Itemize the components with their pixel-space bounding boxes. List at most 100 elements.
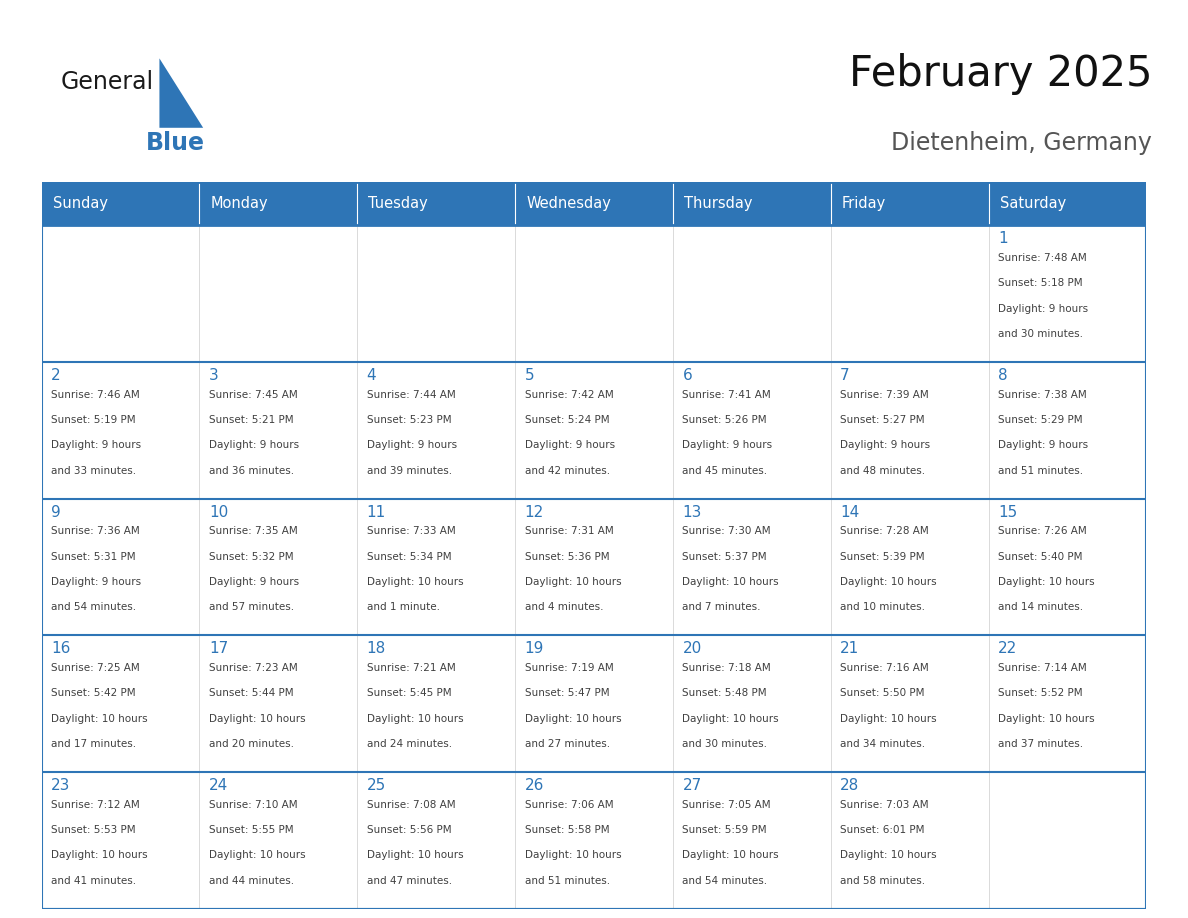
Text: Sunset: 5:32 PM: Sunset: 5:32 PM — [209, 552, 293, 562]
Text: February 2025: February 2025 — [849, 53, 1152, 95]
Text: and 7 minutes.: and 7 minutes. — [682, 602, 760, 612]
Text: 19: 19 — [525, 642, 544, 656]
Text: Daylight: 9 hours: Daylight: 9 hours — [525, 441, 614, 450]
Text: 17: 17 — [209, 642, 228, 656]
Text: Sunrise: 7:30 AM: Sunrise: 7:30 AM — [682, 526, 771, 536]
Text: Daylight: 9 hours: Daylight: 9 hours — [840, 441, 930, 450]
Text: Sunrise: 7:18 AM: Sunrise: 7:18 AM — [682, 663, 771, 673]
Bar — [358, 772, 516, 909]
Bar — [200, 362, 358, 498]
Text: 5: 5 — [525, 368, 535, 383]
Text: and 47 minutes.: and 47 minutes. — [367, 876, 451, 886]
Bar — [988, 498, 1146, 635]
Text: Daylight: 9 hours: Daylight: 9 hours — [682, 441, 772, 450]
Text: Sunset: 5:19 PM: Sunset: 5:19 PM — [51, 415, 135, 425]
Text: 8: 8 — [998, 368, 1007, 383]
Text: Thursday: Thursday — [684, 196, 752, 211]
Bar — [516, 362, 672, 498]
Text: Daylight: 10 hours: Daylight: 10 hours — [525, 577, 621, 587]
Text: Sunset: 5:55 PM: Sunset: 5:55 PM — [209, 825, 293, 835]
Text: Sunset: 5:36 PM: Sunset: 5:36 PM — [525, 552, 609, 562]
Text: Sunset: 5:48 PM: Sunset: 5:48 PM — [682, 688, 767, 699]
Text: Daylight: 9 hours: Daylight: 9 hours — [209, 577, 299, 587]
Bar — [42, 498, 200, 635]
Bar — [358, 182, 516, 226]
Bar — [358, 362, 516, 498]
Text: 24: 24 — [209, 778, 228, 793]
Text: Sunrise: 7:23 AM: Sunrise: 7:23 AM — [209, 663, 298, 673]
Bar — [516, 226, 672, 362]
Bar — [830, 635, 988, 772]
Bar — [42, 635, 200, 772]
Text: and 57 minutes.: and 57 minutes. — [209, 602, 293, 612]
Text: Sunrise: 7:06 AM: Sunrise: 7:06 AM — [525, 800, 613, 810]
Text: and 58 minutes.: and 58 minutes. — [840, 876, 925, 886]
Bar — [830, 772, 988, 909]
Text: 9: 9 — [51, 505, 61, 520]
Bar — [988, 226, 1146, 362]
Text: Sunset: 6:01 PM: Sunset: 6:01 PM — [840, 825, 924, 835]
Bar — [672, 772, 830, 909]
Text: Sunrise: 7:42 AM: Sunrise: 7:42 AM — [525, 390, 613, 399]
Text: Sunset: 5:59 PM: Sunset: 5:59 PM — [682, 825, 767, 835]
Text: Daylight: 10 hours: Daylight: 10 hours — [840, 577, 937, 587]
Text: and 30 minutes.: and 30 minutes. — [682, 739, 767, 749]
Text: Daylight: 10 hours: Daylight: 10 hours — [840, 850, 937, 860]
Text: and 27 minutes.: and 27 minutes. — [525, 739, 609, 749]
Text: Sunrise: 7:05 AM: Sunrise: 7:05 AM — [682, 800, 771, 810]
Bar — [358, 498, 516, 635]
Text: Blue: Blue — [146, 131, 206, 155]
Text: Sunrise: 7:38 AM: Sunrise: 7:38 AM — [998, 390, 1087, 399]
Text: Sunset: 5:23 PM: Sunset: 5:23 PM — [367, 415, 451, 425]
Bar — [988, 772, 1146, 909]
Text: Sunset: 5:50 PM: Sunset: 5:50 PM — [840, 688, 924, 699]
Text: 14: 14 — [840, 505, 859, 520]
Text: and 30 minutes.: and 30 minutes. — [998, 329, 1083, 339]
Text: Sunrise: 7:44 AM: Sunrise: 7:44 AM — [367, 390, 455, 399]
Bar — [516, 635, 672, 772]
Bar — [42, 772, 200, 909]
Text: Sunset: 5:52 PM: Sunset: 5:52 PM — [998, 688, 1082, 699]
Text: and 54 minutes.: and 54 minutes. — [682, 876, 767, 886]
Text: Monday: Monday — [210, 196, 268, 211]
Text: Sunrise: 7:12 AM: Sunrise: 7:12 AM — [51, 800, 140, 810]
Text: Sunset: 5:26 PM: Sunset: 5:26 PM — [682, 415, 767, 425]
Text: Daylight: 10 hours: Daylight: 10 hours — [51, 713, 147, 723]
Bar — [988, 182, 1146, 226]
Text: Daylight: 10 hours: Daylight: 10 hours — [525, 850, 621, 860]
Polygon shape — [159, 59, 203, 128]
Text: Sunrise: 7:35 AM: Sunrise: 7:35 AM — [209, 526, 298, 536]
Text: Daylight: 9 hours: Daylight: 9 hours — [209, 441, 299, 450]
Text: Sunset: 5:24 PM: Sunset: 5:24 PM — [525, 415, 609, 425]
Bar — [200, 635, 358, 772]
Text: Sunset: 5:40 PM: Sunset: 5:40 PM — [998, 552, 1082, 562]
Text: Sunset: 5:44 PM: Sunset: 5:44 PM — [209, 688, 293, 699]
Text: Sunset: 5:39 PM: Sunset: 5:39 PM — [840, 552, 924, 562]
Text: Daylight: 10 hours: Daylight: 10 hours — [840, 713, 937, 723]
Bar — [830, 362, 988, 498]
Text: Daylight: 10 hours: Daylight: 10 hours — [209, 850, 305, 860]
Text: 6: 6 — [682, 368, 693, 383]
Text: and 39 minutes.: and 39 minutes. — [367, 465, 451, 476]
Text: 2: 2 — [51, 368, 61, 383]
Text: 20: 20 — [682, 642, 702, 656]
Text: 28: 28 — [840, 778, 859, 793]
Bar — [200, 226, 358, 362]
Text: Sunset: 5:34 PM: Sunset: 5:34 PM — [367, 552, 451, 562]
Bar — [830, 226, 988, 362]
Text: Dietenheim, Germany: Dietenheim, Germany — [891, 131, 1152, 155]
Text: and 14 minutes.: and 14 minutes. — [998, 602, 1083, 612]
Bar — [516, 498, 672, 635]
Text: Sunset: 5:47 PM: Sunset: 5:47 PM — [525, 688, 609, 699]
Text: Sunrise: 7:39 AM: Sunrise: 7:39 AM — [840, 390, 929, 399]
Text: Sunrise: 7:14 AM: Sunrise: 7:14 AM — [998, 663, 1087, 673]
Text: and 1 minute.: and 1 minute. — [367, 602, 440, 612]
Text: Daylight: 10 hours: Daylight: 10 hours — [682, 577, 779, 587]
Text: Sunset: 5:27 PM: Sunset: 5:27 PM — [840, 415, 924, 425]
Text: Daylight: 10 hours: Daylight: 10 hours — [367, 577, 463, 587]
Text: and 24 minutes.: and 24 minutes. — [367, 739, 451, 749]
Bar — [42, 362, 200, 498]
Bar — [672, 362, 830, 498]
Bar — [200, 772, 358, 909]
Text: Tuesday: Tuesday — [368, 196, 428, 211]
